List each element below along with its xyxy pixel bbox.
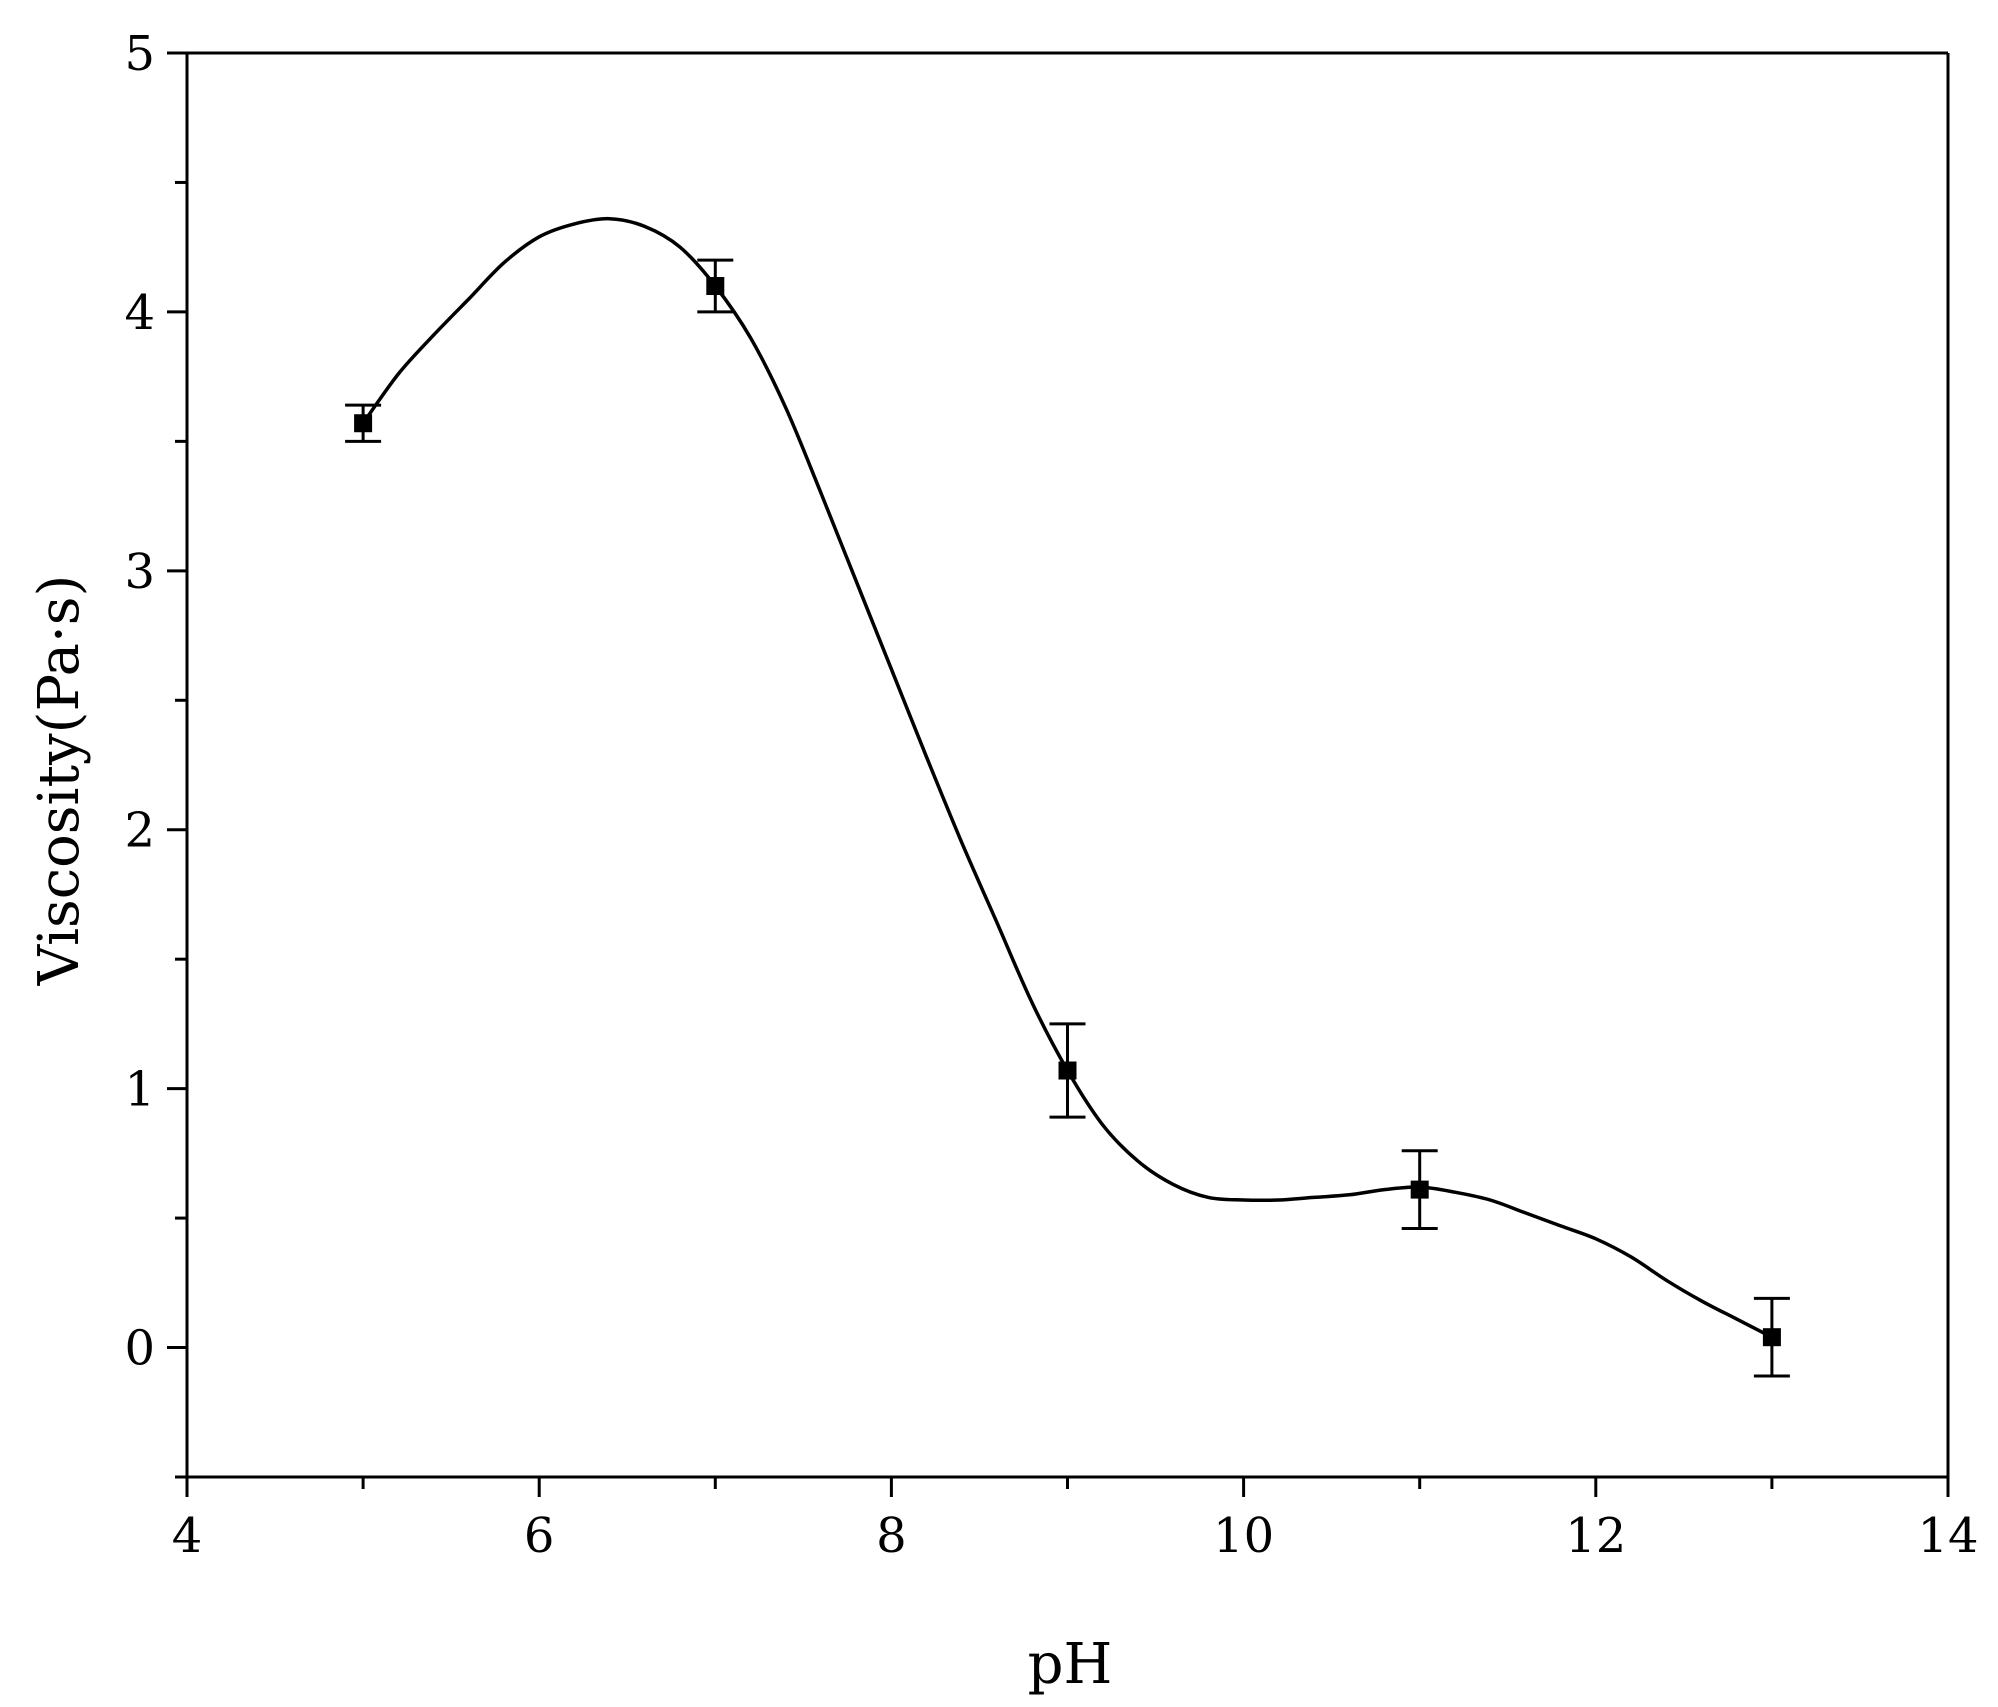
- data-point-marker: [1410, 1180, 1429, 1199]
- data-point-group: [1753, 1296, 1790, 1378]
- data-point-marker: [1058, 1061, 1077, 1080]
- y-axis-label: Viscosity(Pa·s): [27, 575, 92, 987]
- data-point-group: [697, 258, 734, 314]
- y-tick-label: 4: [124, 285, 155, 341]
- fit-curve: [361, 216, 1773, 1339]
- x-tick-label: 14: [1917, 1508, 1978, 1564]
- y-tick-label: 0: [124, 1321, 155, 1377]
- x-tick-label: 10: [1213, 1508, 1274, 1564]
- x-axis-ticks: 4 6 8 10 12 14: [172, 1477, 1979, 1564]
- data-point-marker: [354, 414, 373, 433]
- y-tick-label: 3: [124, 544, 155, 600]
- x-tick-label: 6: [524, 1508, 555, 1564]
- data-points-layer: [345, 258, 1790, 1378]
- data-point-group: [1049, 1022, 1086, 1119]
- y-axis-ticks: 0 1 2 3 4 5: [124, 26, 187, 1479]
- fit-curve-layer: [361, 216, 1773, 1339]
- y-tick-label: 5: [124, 26, 155, 82]
- x-tick-label: 12: [1565, 1508, 1626, 1564]
- x-tick-label: 8: [876, 1508, 907, 1564]
- data-point-marker: [706, 277, 725, 296]
- data-point-group: [1401, 1149, 1438, 1230]
- x-tick-label: 4: [172, 1508, 203, 1564]
- x-axis-label: pH: [1028, 1632, 1113, 1697]
- data-point-marker: [1762, 1328, 1781, 1347]
- y-tick-label: 2: [124, 803, 155, 859]
- data-point-group: [345, 403, 382, 443]
- y-tick-label: 1: [124, 1062, 155, 1118]
